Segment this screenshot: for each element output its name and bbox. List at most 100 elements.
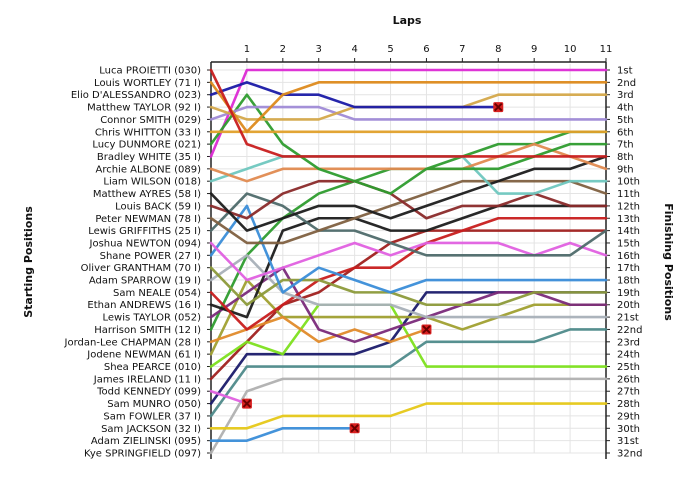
driver-start-label: Sam MUNRO (050) bbox=[107, 399, 201, 410]
retired-markers bbox=[241, 102, 504, 434]
series-line bbox=[209, 93, 608, 195]
y-axis-title-right: Finishing Positions bbox=[662, 203, 675, 321]
driver-start-label: Peter NEWMAN (78 I) bbox=[95, 214, 201, 225]
retired-marker bbox=[493, 102, 504, 113]
retired-marker-cross-b bbox=[350, 424, 359, 433]
finishing-position-label: 1st bbox=[617, 66, 633, 77]
driver-start-label: Shane POWER (27 I) bbox=[100, 251, 201, 262]
driver-start-label: Jordan-Lee CHAPMAN (28 I) bbox=[64, 337, 202, 348]
finishing-position-label: 2nd bbox=[617, 78, 636, 89]
finishing-position-label: 22nd bbox=[617, 325, 642, 336]
lap-tick-label: 9 bbox=[531, 44, 537, 55]
lap-tick-label: 3 bbox=[316, 44, 322, 55]
driver-start-label: Elio D'ALESSANDRO (023) bbox=[71, 90, 201, 101]
finishing-position-label: 16th bbox=[617, 251, 640, 262]
driver-start-label: Adam ZIELINSKI (095) bbox=[91, 436, 201, 447]
series-line bbox=[209, 278, 608, 356]
driver-start-label: Matthew TAYLOR (92 I) bbox=[87, 103, 201, 114]
finishing-position-label: 8th bbox=[617, 152, 634, 163]
series-line bbox=[209, 291, 608, 405]
retired-marker-cross-b bbox=[494, 102, 503, 112]
series-line bbox=[209, 216, 608, 331]
series-line bbox=[209, 81, 608, 134]
finishing-position-label: 9th bbox=[617, 164, 634, 175]
driver-start-label: Chris WHITTON (33 I) bbox=[95, 127, 201, 138]
finishing-position-label: 13th bbox=[617, 214, 640, 225]
driver-start-label: Ethan ANDREWS (16 I) bbox=[87, 300, 201, 311]
retired-marker bbox=[349, 423, 360, 434]
driver-start-label: Harrison SMITH (12 I) bbox=[94, 325, 201, 336]
driver-start-label: Sam FOWLER (37 I) bbox=[103, 411, 201, 422]
series-line bbox=[209, 81, 500, 109]
series-line bbox=[209, 389, 249, 405]
finishing-position-label: 4th bbox=[617, 103, 634, 114]
driver-start-label: Jodene NEWMAN (61 I) bbox=[86, 350, 201, 361]
driver-start-label: Adam SPARROW (19 I) bbox=[89, 276, 201, 287]
driver-start-label: Sam JACKSON (32 I) bbox=[101, 424, 201, 435]
lap-tick-label: 10 bbox=[564, 44, 577, 55]
finishing-position-label: 10th bbox=[617, 177, 640, 188]
finishing-position-label: 18th bbox=[617, 276, 640, 287]
finishing-position-label: 29th bbox=[617, 411, 640, 422]
finishing-position-label: 7th bbox=[617, 140, 634, 151]
series-line bbox=[209, 155, 608, 195]
finishing-position-label: 23rd bbox=[617, 337, 640, 348]
finishing-position-label: 32nd bbox=[617, 449, 642, 460]
series-lines bbox=[209, 68, 608, 455]
series-line bbox=[209, 377, 608, 455]
finishing-position-label: 30th bbox=[617, 424, 640, 435]
retired-marker-cross-b bbox=[422, 325, 431, 334]
finishing-position-label: 19th bbox=[617, 288, 640, 299]
lap-tick-label: 6 bbox=[423, 44, 429, 55]
series-line bbox=[209, 266, 608, 344]
lap-tick-label: 5 bbox=[387, 44, 393, 55]
finishing-position-label: 15th bbox=[617, 238, 640, 249]
series-line bbox=[209, 402, 608, 430]
lap-tick-label: 11 bbox=[600, 44, 613, 55]
lap-tick-label: 2 bbox=[280, 44, 286, 55]
series-line bbox=[209, 68, 608, 158]
finishing-position-label: 26th bbox=[617, 374, 640, 385]
driver-start-label: Connor SMITH (029) bbox=[100, 115, 201, 126]
driver-start-label: Lucy DUNMORE (021) bbox=[92, 140, 201, 151]
finishing-position-label: 27th bbox=[617, 387, 640, 398]
finishing-position-label: 28th bbox=[617, 399, 640, 410]
finishing-position-label: 12th bbox=[617, 201, 640, 212]
finishing-position-label: 17th bbox=[617, 263, 640, 274]
series-line bbox=[209, 266, 608, 307]
finishing-position-label: 6th bbox=[617, 127, 634, 138]
lap-tick-label: 4 bbox=[351, 44, 357, 55]
driver-start-label: Bradley WHITE (35 I) bbox=[97, 152, 201, 163]
finishing-position-label: 21st bbox=[617, 313, 639, 324]
retired-marker-cross-b bbox=[242, 399, 252, 408]
retired-marker bbox=[241, 398, 252, 409]
series-line bbox=[209, 105, 608, 121]
driver-start-label: James IRELAND (11 I) bbox=[93, 374, 201, 385]
driver-start-label: Louis BACK (59 I) bbox=[115, 201, 201, 212]
driver-start-label: Lewis GRIFFITHS (25 I) bbox=[88, 226, 201, 237]
driver-start-label: Archie ALBONE (089) bbox=[95, 164, 201, 175]
x-axis-title: Laps bbox=[393, 14, 422, 27]
driver-start-label: Sam NEALE (054) bbox=[113, 288, 201, 299]
y-axis-title-left: Starting Positions bbox=[22, 206, 35, 318]
finishing-position-label: 20th bbox=[617, 300, 640, 311]
driver-start-label: Joshua NEWTON (094) bbox=[89, 238, 202, 249]
finishing-position-label: 11th bbox=[617, 189, 640, 200]
series-line bbox=[209, 68, 608, 158]
series-line bbox=[209, 254, 608, 319]
series-line bbox=[209, 204, 608, 294]
series-line bbox=[209, 426, 356, 442]
lap-tick-label: 1 bbox=[244, 44, 250, 55]
driver-start-label: Louis WORTLEY (71 I) bbox=[94, 78, 201, 89]
driver-start-label: Oliver GRANTHAM (70 I) bbox=[81, 263, 201, 274]
driver-start-label: Lewis TAYLOR (052) bbox=[102, 313, 201, 324]
driver-start-label: Shea PEARCE (010) bbox=[104, 362, 201, 373]
finishing-position-label: 25th bbox=[617, 362, 640, 373]
finishing-position-label: 5th bbox=[617, 115, 634, 126]
driver-start-label: Luca PROIETTI (030) bbox=[99, 66, 201, 77]
series-line bbox=[209, 179, 608, 245]
driver-start-label: Todd KENNEDY (099) bbox=[96, 387, 201, 398]
